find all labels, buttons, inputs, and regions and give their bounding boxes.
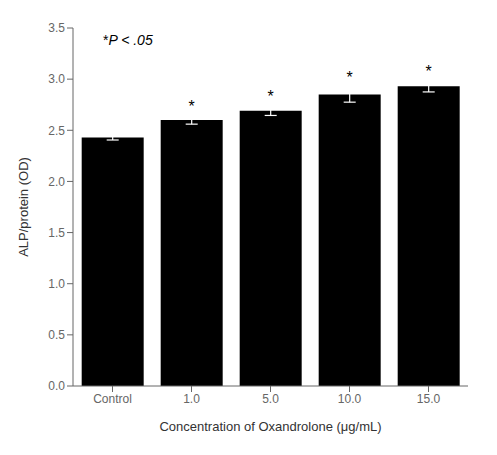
svg-text:0.0: 0.0: [48, 379, 65, 393]
svg-text:ALP/protein (OD): ALP/protein (OD): [16, 157, 31, 257]
svg-text:5.0: 5.0: [262, 392, 279, 406]
svg-text:*: *: [426, 63, 432, 80]
svg-text:3.5: 3.5: [48, 21, 65, 35]
svg-text:0.5: 0.5: [48, 328, 65, 342]
svg-text:*: *: [347, 69, 353, 86]
svg-text:*: *: [189, 98, 195, 115]
svg-text:1.0: 1.0: [183, 392, 200, 406]
svg-text:Control: Control: [93, 392, 132, 406]
svg-text:2.0: 2.0: [48, 175, 65, 189]
svg-text:Concentration of Oxandrolone (: Concentration of Oxandrolone (μg/mL): [159, 419, 381, 434]
svg-text:3.0: 3.0: [48, 72, 65, 86]
svg-text:*: *: [268, 88, 274, 105]
svg-text:2.5: 2.5: [48, 124, 65, 138]
svg-text:1.0: 1.0: [48, 277, 65, 291]
svg-text:15.0: 15.0: [417, 392, 441, 406]
html-text:* P < .05: * P < .05: [103, 32, 153, 48]
svg-text:1.5: 1.5: [48, 226, 65, 240]
svg-text:10.0: 10.0: [338, 392, 362, 406]
